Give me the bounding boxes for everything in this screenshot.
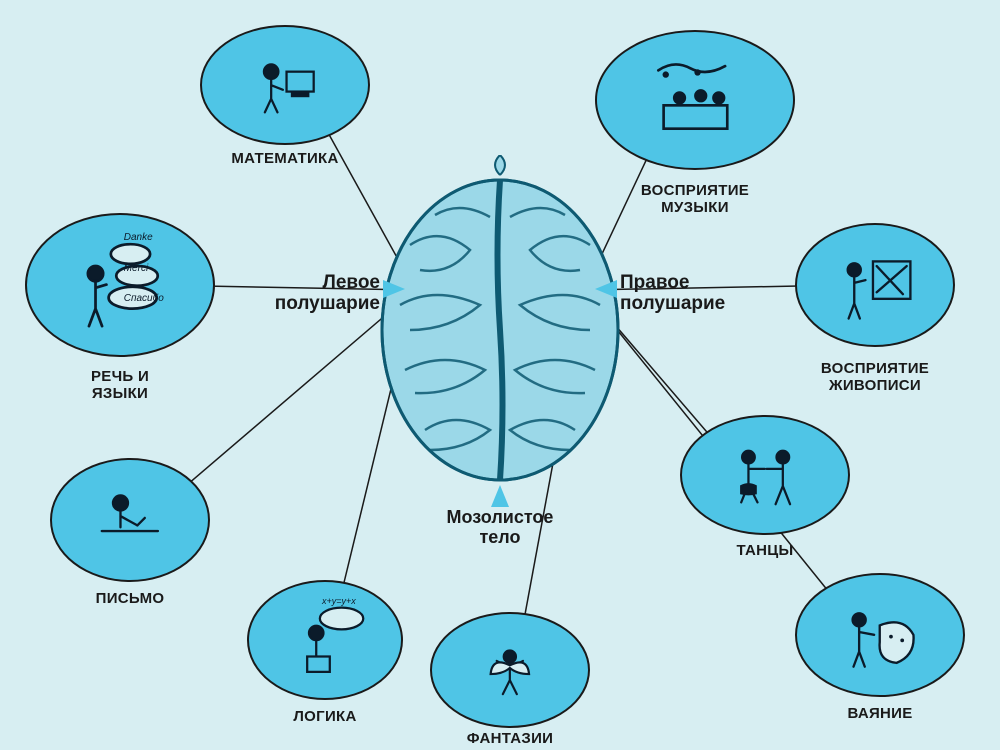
bubble-logic: x+y=y+x [247,580,403,700]
label-painting: ВОСПРИЯТИЕЖИВОПИСИ [780,360,970,395]
bubble-math [200,25,370,145]
label-speech: РЕЧЬ ИЯЗЫКИ [25,368,215,403]
arrow-left-hemisphere [383,280,405,298]
fantasy-icon [449,626,571,713]
brain-illustration [370,155,630,485]
arrow-corpus [491,485,509,507]
label-fantasy: ФАНТАЗИИ [415,730,605,747]
bubble-painting [795,223,955,347]
bubble-speech: Danke Merci Спасибо [25,213,215,357]
label-dance: ТАНЦЫ [670,542,860,559]
speech-text: Merci [124,263,148,274]
label-math: МАТЕМАТИКА [190,150,380,167]
bubble-sculpt [795,573,965,697]
label-writing: ПИСЬМО [35,590,225,607]
speech-text: x+y=y+x [322,596,356,606]
logic-icon [266,595,385,685]
writing-icon [69,473,191,567]
bubble-dance [680,415,850,535]
label-left-hemisphere: Левоеполушарие [260,273,380,315]
label-music: ВОСПРИЯТИЕМУЗЫКИ [600,182,790,217]
dance-icon [700,430,829,520]
arrow-right-hemisphere [595,280,617,298]
speech-text: Спасибо [124,293,164,304]
bubble-writing [50,458,210,582]
bubble-fantasy [430,612,590,728]
speech-text: Danke [124,232,153,243]
music-icon [619,47,772,153]
label-right-hemisphere: Правоеполушарие [620,273,760,315]
label-logic: ЛОГИКА [230,708,420,725]
label-sculpt: ВАЯНИЕ [785,705,975,722]
speech-icon [47,230,192,339]
sculpt-icon [815,588,944,682]
diagram-stage: Левоеполушарие Правоеполушарие Мозолисто… [0,0,1000,750]
label-corpus: Мозолистоетело [430,508,570,548]
math-icon [220,40,349,130]
bubble-music [595,30,795,170]
painting-icon [814,238,936,332]
